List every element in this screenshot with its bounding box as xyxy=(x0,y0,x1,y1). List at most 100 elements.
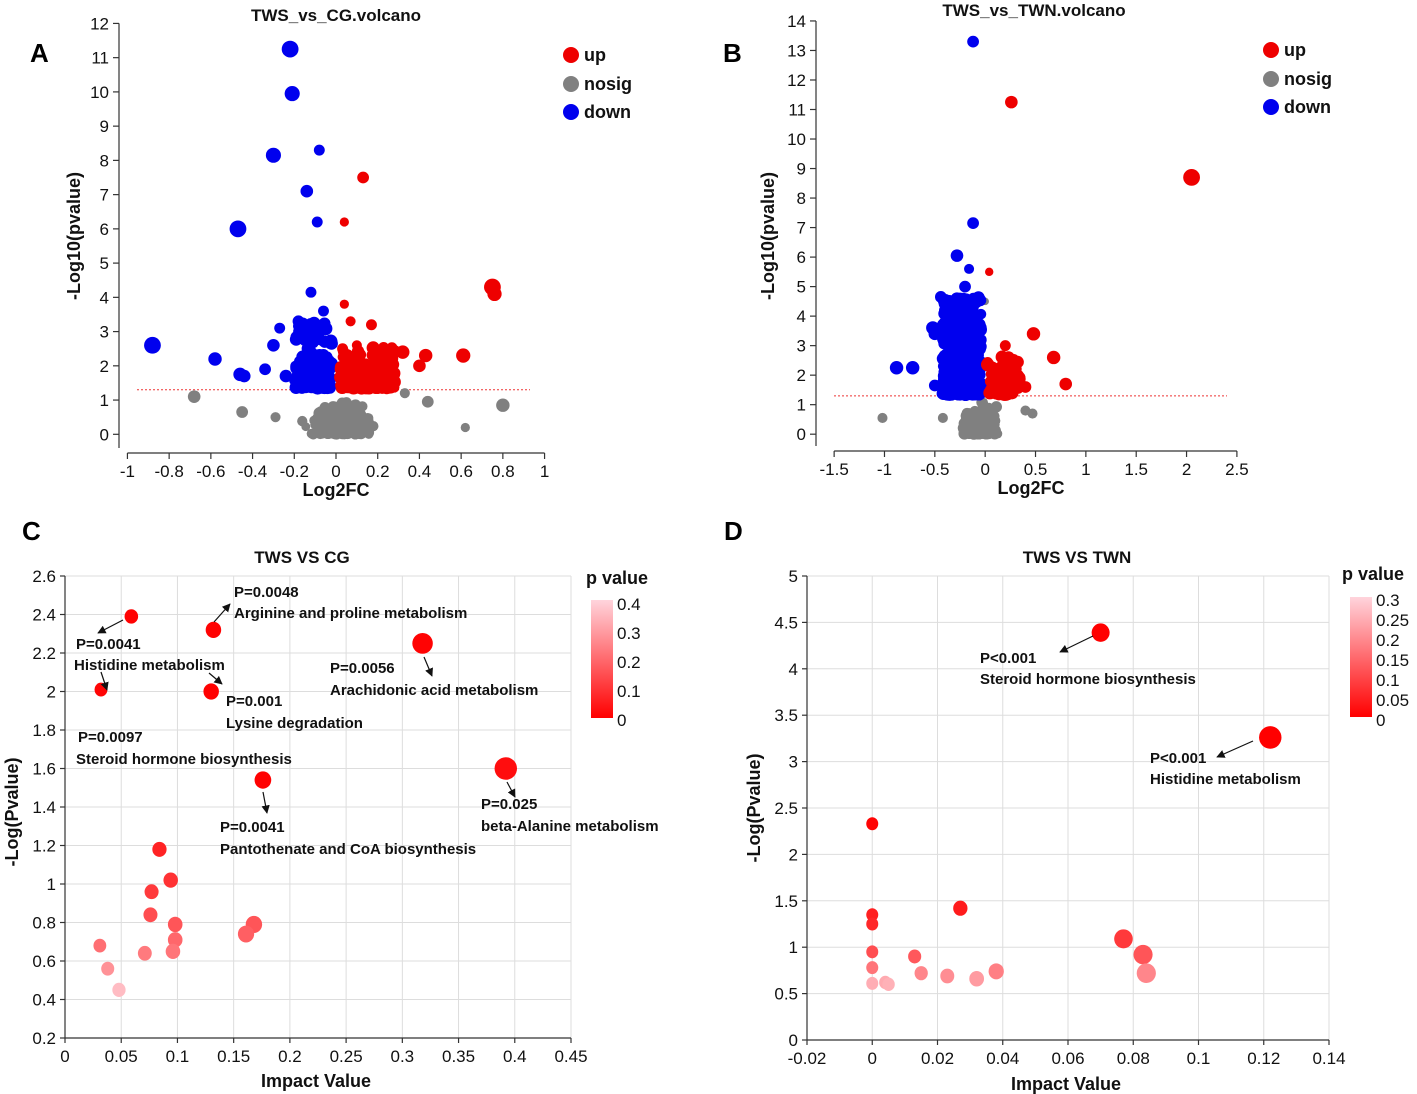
colorbar-tick: 0 xyxy=(617,711,626,730)
down-point xyxy=(928,327,942,341)
down-point xyxy=(964,263,975,274)
up-point xyxy=(1000,385,1013,397)
annotation-arrow xyxy=(213,603,231,623)
nosig-point xyxy=(351,423,362,434)
x-tick-label: 0 xyxy=(331,462,340,481)
nosig-point xyxy=(958,428,970,440)
y-tick-label: 5 xyxy=(100,254,109,273)
panel-b-xlabel: Log2FC xyxy=(998,478,1065,498)
pathway-bubble xyxy=(167,916,183,933)
panel-c-colorbar: p value 0.4 0.3 0.2 0.1 0 xyxy=(586,568,648,730)
x-tick-label: 0.25 xyxy=(330,1047,363,1066)
up-point xyxy=(339,217,349,227)
down-point xyxy=(267,338,280,352)
annotation-arrow xyxy=(97,619,124,634)
panel-d-grid xyxy=(806,575,1330,1041)
colorbar-gradient xyxy=(591,600,613,718)
up-point xyxy=(1059,377,1073,391)
colorbar-tick: 0.1 xyxy=(1376,671,1400,690)
y-tick-label: 1 xyxy=(100,391,109,410)
up-point xyxy=(487,286,502,302)
pathway-bubble xyxy=(1133,944,1153,965)
panel-c-ylabel: -Log(Pvalue) xyxy=(2,757,22,866)
down-point xyxy=(290,331,303,344)
up-point xyxy=(352,372,365,385)
up-point xyxy=(351,340,362,351)
panel-c-annotations: P=0.0041 Histidine metabolism P=0.0048 A… xyxy=(74,584,659,858)
up-point xyxy=(988,377,1001,390)
down-point xyxy=(957,292,970,306)
down-point xyxy=(905,361,920,375)
x-tick-label: 0.02 xyxy=(921,1049,954,1068)
x-tick-label: 0.08 xyxy=(1117,1049,1150,1068)
pathway-bubble xyxy=(254,771,272,789)
panel-b-x-ticks: -1.5 -1 -0.5 0 0.5 1 1.5 2 2.5 xyxy=(819,450,1249,479)
down-point xyxy=(300,184,314,198)
down-point xyxy=(314,362,328,375)
nosig-point xyxy=(496,398,510,412)
y-tick-label: 6 xyxy=(100,220,109,239)
annotation-pathway: Steroid hormone biosynthesis xyxy=(980,671,1196,688)
annotation-p: P=0.0048 xyxy=(234,584,299,601)
pathway-bubble xyxy=(866,817,879,831)
down-point xyxy=(966,318,980,332)
panel-c-title: TWS VS CG xyxy=(254,548,349,567)
pathway-bubble xyxy=(1259,726,1282,749)
y-tick-label: 12 xyxy=(787,71,806,90)
y-tick-label: 7 xyxy=(100,186,109,205)
down-point xyxy=(955,319,969,333)
y-tick-label: 0 xyxy=(100,425,109,444)
y-tick-label: 11 xyxy=(788,101,806,120)
down-point xyxy=(259,363,271,376)
x-tick-label: 0.2 xyxy=(366,462,390,481)
annotation-pathway: Arachidonic acid metabolism xyxy=(330,682,538,699)
panel-b-title: TWS_vs_TWN.volcano xyxy=(942,1,1125,20)
x-tick-label: 0.04 xyxy=(986,1049,1019,1068)
up-point xyxy=(985,267,994,277)
up-point xyxy=(999,340,1011,352)
down-point xyxy=(274,322,286,334)
down-point xyxy=(305,286,317,298)
pathway-bubble xyxy=(969,970,985,987)
up-point xyxy=(336,382,349,395)
colorbar-tick: 0.15 xyxy=(1376,651,1409,670)
up-point xyxy=(396,345,410,359)
colorbar-tick: 0.25 xyxy=(1376,611,1409,630)
down-point xyxy=(324,334,338,348)
up-point xyxy=(1010,379,1024,393)
annotation-arrow xyxy=(423,656,433,677)
panel-d-plot-area xyxy=(866,623,1282,992)
down-point xyxy=(313,144,325,156)
down-point xyxy=(281,40,299,58)
annotation-arrow xyxy=(506,781,516,798)
up-point xyxy=(1046,350,1061,365)
annotation-arrow xyxy=(1059,635,1094,653)
pathway-bubble xyxy=(988,963,1004,980)
panel-c-y-ticks: 0.2 0.4 0.6 0.8 1 1.2 1.4 1.6 1.8 2 2.2 2.4 2.6 xyxy=(32,567,66,1048)
colorbar-tick: 0.4 xyxy=(617,595,641,614)
x-tick-label: 0.3 xyxy=(391,1047,415,1066)
y-tick-label: 1 xyxy=(47,875,56,894)
x-tick-label: -0.02 xyxy=(788,1049,827,1068)
up-point xyxy=(982,356,994,368)
down-point xyxy=(208,352,222,366)
y-tick-label: 4 xyxy=(797,307,806,326)
panel-d: D TWS VS TWN Impact Value -Log(Pvalue) 0… xyxy=(724,516,1409,1094)
down-point xyxy=(965,352,979,366)
nosig-point xyxy=(989,419,1000,430)
panel-a-plot-area xyxy=(137,40,530,440)
colorbar-tick: 0.2 xyxy=(617,653,641,672)
pathway-bubble xyxy=(866,917,879,931)
legend-down-label: down xyxy=(1284,97,1331,117)
down-point xyxy=(237,369,251,383)
y-tick-label: 9 xyxy=(100,117,109,136)
pathway-bubble xyxy=(137,945,152,961)
panel-c-plot-area xyxy=(93,609,518,997)
up-point xyxy=(386,342,398,354)
up-point xyxy=(365,319,377,331)
x-tick-label: 0.45 xyxy=(554,1047,587,1066)
colorbar-tick: 0.1 xyxy=(617,682,641,701)
pathway-bubble xyxy=(866,976,879,990)
panel-a-x-ticks: -1 -0.8 -0.6 -0.4 -0.2 0 0.2 0.4 0.6 0.8 1 xyxy=(120,452,549,481)
